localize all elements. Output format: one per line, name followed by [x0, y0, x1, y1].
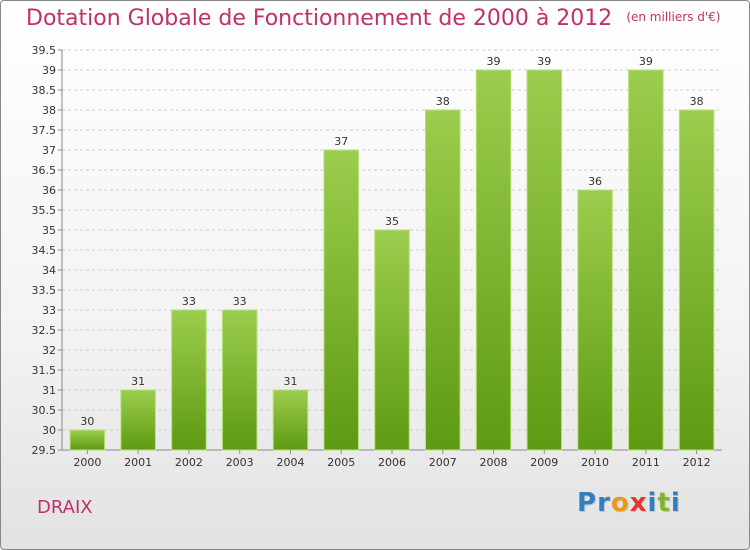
bar-value-label: 33: [233, 295, 247, 308]
y-tick-label: 29.5: [32, 444, 57, 457]
bar: [425, 109, 461, 451]
bar: [475, 69, 512, 451]
y-tick-label: 34: [42, 264, 56, 277]
logo-letter: i: [670, 488, 681, 518]
y-tick-label: 38.5: [32, 84, 57, 97]
logo-letter: i: [647, 488, 658, 518]
bar: [272, 389, 309, 451]
x-tick-label: 2002: [175, 456, 203, 469]
bar-value-label: 30: [80, 415, 94, 428]
labels: 29.5 30 30.5 31 31.5 32 32.5 33 33.5 34 34.5 35 35.5…: [32, 44, 711, 469]
y-tick-label: 30: [42, 424, 56, 437]
x-tick-label: 2005: [327, 456, 355, 469]
logo-letter: x: [629, 488, 648, 518]
logo-letter: r: [597, 488, 611, 518]
bar-value-label: 35: [385, 215, 399, 228]
bar: [628, 69, 664, 451]
x-tick-label: 2000: [73, 456, 101, 469]
bar-value-label: 38: [690, 95, 704, 108]
x-tick-label: 2011: [632, 456, 660, 469]
y-tick-label: 33.5: [32, 284, 57, 297]
y-tick-label: 39.5: [32, 44, 57, 57]
logo-letter: t: [657, 488, 671, 518]
x-tick-label: 2010: [581, 456, 609, 469]
bar: [526, 69, 563, 451]
y-tick-label: 31: [42, 384, 56, 397]
bar-value-label: 38: [436, 95, 450, 108]
x-tick-label: 2003: [226, 456, 254, 469]
x-tick-label: 2004: [276, 456, 304, 469]
y-tick-label: 37.5: [32, 124, 57, 137]
bar: [678, 109, 715, 451]
y-tick-label: 35: [42, 224, 56, 237]
bar-value-label: 39: [487, 55, 501, 68]
bar: [323, 149, 359, 451]
chart-title: Dotation Globale de Fonctionnement de 20…: [26, 6, 720, 31]
y-tick-label: 38: [42, 104, 56, 117]
y-tick-label: 31.5: [32, 364, 57, 377]
x-tick-label: 2012: [683, 456, 711, 469]
bar: [221, 309, 258, 451]
logo-letter: o: [610, 488, 630, 518]
y-tick-label: 39: [42, 64, 56, 77]
bar-value-label: 37: [334, 135, 348, 148]
bar-value-label: 36: [588, 175, 602, 188]
x-tick-label: 2001: [124, 456, 152, 469]
bar: [69, 429, 106, 451]
y-tick-label: 35.5: [32, 204, 57, 217]
y-tick-label: 30.5: [32, 404, 57, 417]
bar-value-label: 33: [182, 295, 196, 308]
title-text: Dotation Globale de Fonctionnement de 20…: [26, 6, 613, 31]
y-tick-label: 32.5: [32, 324, 57, 337]
x-tick-label: 2006: [378, 456, 406, 469]
bar-value-label: 39: [537, 55, 551, 68]
y-tick-label: 36.5: [32, 164, 57, 177]
x-tick-label: 2008: [480, 456, 508, 469]
y-tick-label: 33: [42, 304, 56, 317]
bar: [120, 389, 156, 451]
x-tick-label: 2007: [429, 456, 457, 469]
place-name: DRAIX: [37, 497, 93, 518]
y-tick-label: 34.5: [32, 244, 57, 257]
proxiti-logo: Proxiti: [577, 488, 681, 518]
bars: [69, 69, 715, 451]
y-tick-label: 36: [42, 184, 56, 197]
bar-value-label: 31: [131, 375, 145, 388]
bar-value-label: 39: [639, 55, 653, 68]
unit-label: (en milliers d'€): [626, 10, 721, 24]
bar: [374, 229, 410, 451]
bar: [577, 189, 613, 451]
x-tick-label: 2009: [530, 456, 558, 469]
bar: [171, 309, 207, 451]
y-tick-label: 32: [42, 344, 56, 357]
logo-letter: P: [577, 488, 598, 518]
y-tick-label: 37: [42, 144, 56, 157]
bar-value-label: 31: [283, 375, 297, 388]
